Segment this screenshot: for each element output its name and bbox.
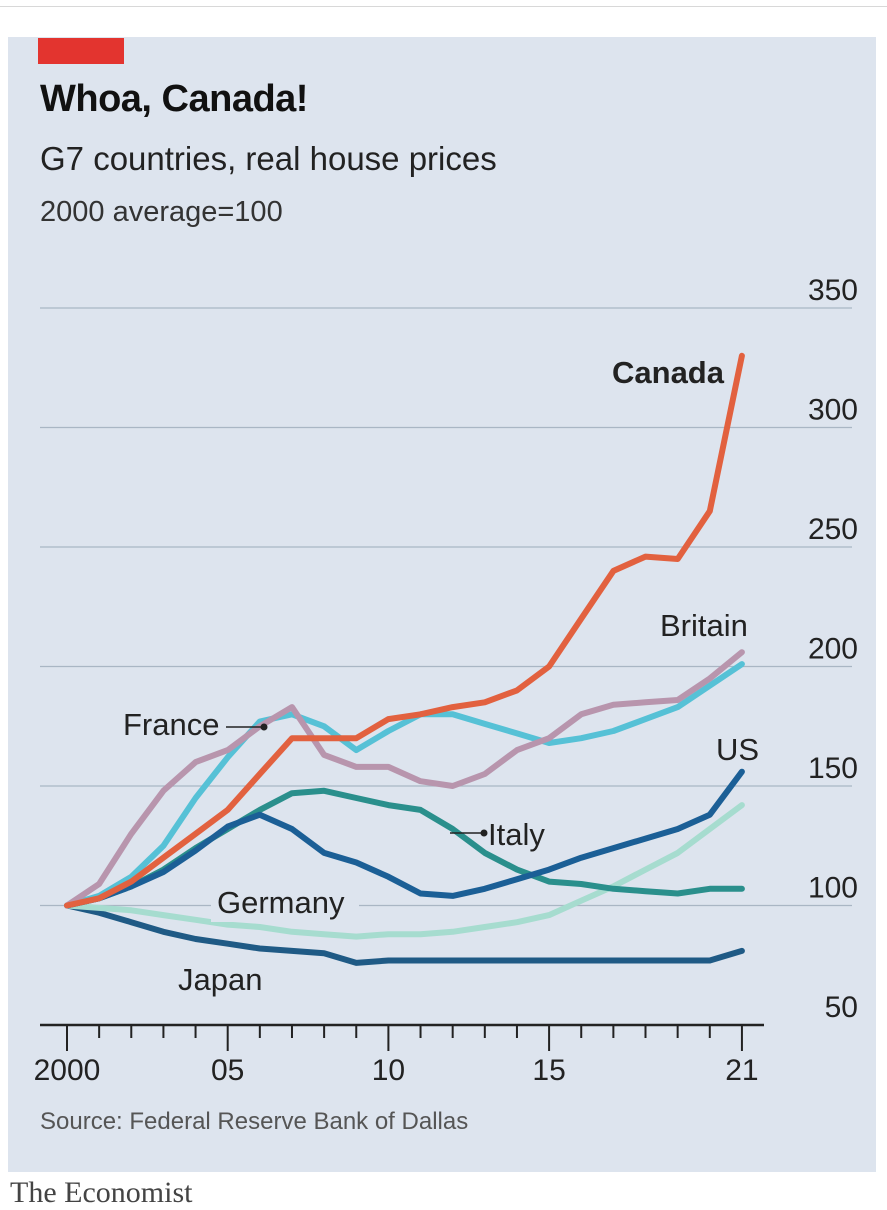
series-line-japan xyxy=(64,902,745,966)
y-tick-label: 200 xyxy=(808,633,858,666)
y-axis-labels: 50 100 150 200 250 300 350 xyxy=(808,274,858,1024)
series-label-us: US xyxy=(716,732,759,767)
series-label-japan: Japan xyxy=(178,962,262,997)
y-tick-label: 150 xyxy=(808,752,858,785)
series-label-canada: Canada xyxy=(612,355,725,390)
grid-lines xyxy=(40,307,852,907)
series-line-us xyxy=(64,768,745,909)
x-tick-label: 15 xyxy=(532,1054,565,1087)
y-tick-label: 50 xyxy=(825,991,858,1024)
series-lines xyxy=(64,352,745,966)
y-tick-label: 100 xyxy=(808,872,858,905)
x-tick-label: 05 xyxy=(211,1054,244,1087)
y-tick-label: 350 xyxy=(808,274,858,307)
y-tick-label: 250 xyxy=(808,513,858,546)
series-line-canada xyxy=(64,352,745,909)
source-note: Source: Federal Reserve Bank of Dallas xyxy=(40,1108,469,1135)
top-divider xyxy=(0,6,887,7)
series-label-britain: Britain xyxy=(660,608,748,643)
label-leader-dot xyxy=(260,723,268,731)
chart-title: Whoa, Canada! xyxy=(40,78,308,120)
series-labels: Japan Germany Italy US France Britain Canada xyxy=(123,355,759,997)
chart-unit-label: 2000 average=100 xyxy=(40,196,283,228)
x-axis: 2000 05 10 15 21 xyxy=(34,1023,764,1087)
label-leader-dot xyxy=(480,829,488,837)
x-tick-label: 21 xyxy=(725,1054,758,1087)
x-tick-label: 2000 xyxy=(34,1054,101,1087)
series-label-italy: Italy xyxy=(488,817,545,852)
series-line-france xyxy=(64,661,745,909)
chart-panel xyxy=(8,37,876,1172)
label-background xyxy=(211,882,359,922)
x-tick-label: 10 xyxy=(372,1054,405,1087)
series-label-france: France xyxy=(123,707,219,742)
chart-subtitle: G7 countries, real house prices xyxy=(40,140,497,177)
series-label-germany: Germany xyxy=(217,885,345,920)
series-line-germany xyxy=(64,802,745,940)
brand-tag xyxy=(38,38,124,64)
publisher-brand: The Economist xyxy=(10,1176,193,1209)
y-tick-label: 300 xyxy=(808,394,858,427)
series-line-britain xyxy=(64,649,745,909)
